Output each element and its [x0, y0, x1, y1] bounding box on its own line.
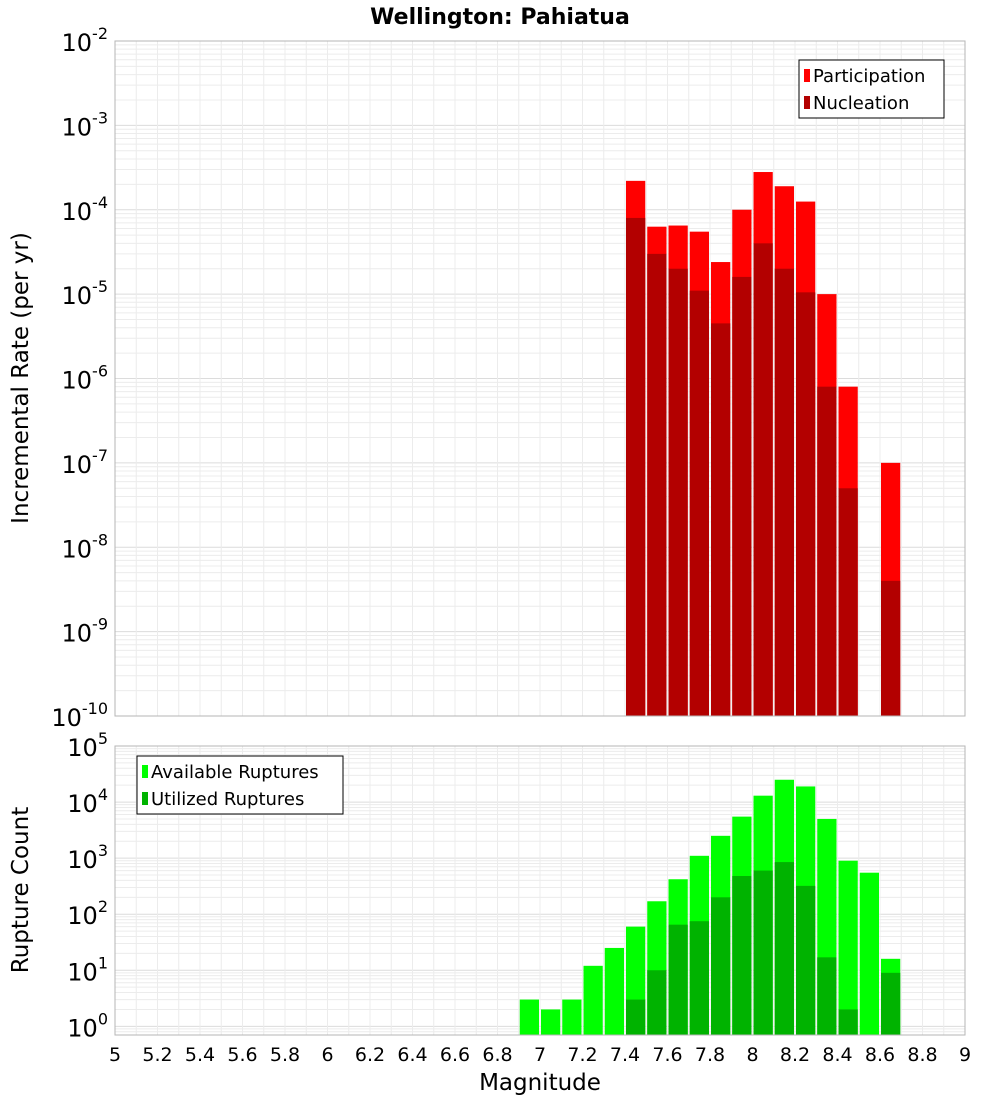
bar — [753, 243, 773, 717]
y-axis-label: Incremental Rate (per yr) — [8, 232, 34, 524]
x-tick-label: 5 — [109, 1044, 121, 1066]
x-tick-label: 7.6 — [652, 1044, 682, 1066]
x-tick-label: 6.2 — [355, 1044, 385, 1066]
bar — [647, 253, 667, 716]
x-tick-label: 7.2 — [567, 1044, 597, 1066]
bar — [753, 870, 773, 1035]
grid — [114, 41, 966, 717]
y-axis: 10-10 10-9 10-8 10-7 10-6 10-5 10-4 10-3 10-2 — [51, 24, 108, 732]
bar — [604, 947, 624, 1035]
y-tick-label: 10-8 — [62, 530, 109, 563]
bar — [647, 970, 667, 1035]
x-tick-label: 6.6 — [440, 1044, 470, 1066]
bar — [583, 965, 603, 1035]
bar — [689, 290, 709, 716]
x-tick-label: 5.6 — [227, 1044, 257, 1066]
bar — [668, 924, 688, 1035]
x-tick-label: 6 — [321, 1044, 333, 1066]
bar — [817, 386, 837, 716]
x-tick-label: 5.2 — [142, 1044, 172, 1066]
y-tick-label: 10-9 — [62, 615, 109, 648]
bar — [732, 276, 752, 716]
bar — [711, 323, 731, 716]
x-tick-label: 8 — [746, 1044, 758, 1066]
y-tick-label: 10-2 — [62, 24, 109, 57]
bar — [796, 885, 816, 1035]
bar — [774, 268, 794, 716]
x-tick-label: 5.8 — [270, 1044, 300, 1066]
x-tick-label: 8.6 — [865, 1044, 895, 1066]
y-tick-label: 10-6 — [62, 362, 109, 395]
bar — [711, 897, 731, 1035]
bar — [817, 957, 837, 1035]
bar — [838, 488, 858, 716]
x-axis: 5 5.2 5.4 5.6 5.8 6 6.2 6.4 6.6 6.8 7 7.2 7.4 7.6 7.8 8… — [109, 1044, 971, 1066]
y-tick-label: 10-7 — [62, 446, 109, 479]
legend-box — [798, 59, 945, 119]
y-tick-label: 105 — [67, 729, 108, 762]
x-tick-label: 8.4 — [822, 1044, 852, 1066]
bar — [859, 872, 879, 1035]
bar — [796, 292, 816, 716]
legend-swatch — [804, 96, 810, 109]
bar — [881, 972, 901, 1035]
y-tick-label: 10-3 — [62, 108, 109, 141]
legend-label: Participation — [813, 66, 925, 87]
y-axis: 100 101 102 103 104 105 — [67, 729, 108, 1042]
legend-box — [136, 755, 344, 815]
bar — [541, 1009, 561, 1035]
x-tick-label: 7.8 — [695, 1044, 725, 1066]
legend-swatch — [804, 69, 810, 82]
legend-label: Nucleation — [813, 93, 909, 114]
legend-label: Available Ruptures — [151, 762, 319, 783]
y-tick-label: 100 — [67, 1009, 108, 1042]
x-tick-label: 8.2 — [780, 1044, 810, 1066]
legend: Available Ruptures Utilized Ruptures — [136, 755, 344, 815]
x-tick-label: 7 — [534, 1044, 546, 1066]
y-tick-label: 10-4 — [62, 193, 109, 226]
rate-panel: 10-10 10-9 10-8 10-7 10-6 10-5 10-4 10-3 10-2 Inc… — [8, 24, 966, 732]
y-tick-label: 10-5 — [62, 277, 109, 310]
legend-swatch — [142, 765, 148, 778]
bar — [838, 1009, 858, 1035]
bar — [626, 217, 646, 716]
y-tick-label: 10-10 — [51, 699, 108, 732]
bar — [562, 999, 582, 1035]
x-tick-label: 8.8 — [907, 1044, 937, 1066]
bar — [838, 860, 858, 1035]
y-tick-label: 103 — [67, 841, 108, 874]
y-tick-label: 104 — [67, 785, 108, 818]
plot-frame — [114, 40, 966, 717]
series-nucleation — [626, 217, 901, 717]
bar — [668, 268, 688, 716]
chart-title: Wellington: Pahiatua — [370, 5, 630, 30]
rupture-count-panel: 100 101 102 103 104 105 Rupture Count Available… — [8, 729, 966, 1042]
y-tick-label: 102 — [67, 897, 108, 930]
legend-label: Utilized Ruptures — [151, 789, 304, 810]
x-tick-label: 9 — [959, 1044, 971, 1066]
y-tick-label: 101 — [67, 953, 108, 986]
legend-swatch — [142, 792, 148, 805]
x-tick-label: 6.8 — [482, 1044, 512, 1066]
x-tick-label: 6.4 — [397, 1044, 427, 1066]
x-tick-label: 5.4 — [185, 1044, 215, 1066]
bar — [689, 921, 709, 1035]
x-tick-label: 7.4 — [610, 1044, 640, 1066]
bar — [774, 862, 794, 1035]
bar — [732, 875, 752, 1035]
bar — [626, 999, 646, 1035]
bar — [881, 580, 901, 716]
y-axis-label: Rupture Count — [8, 807, 34, 973]
x-axis-label: Magnitude — [479, 1070, 601, 1096]
bar — [519, 999, 539, 1035]
plot-frame — [114, 745, 966, 1036]
legend: Participation Nucleation — [798, 59, 945, 119]
series-utilized-ruptures — [626, 862, 901, 1035]
